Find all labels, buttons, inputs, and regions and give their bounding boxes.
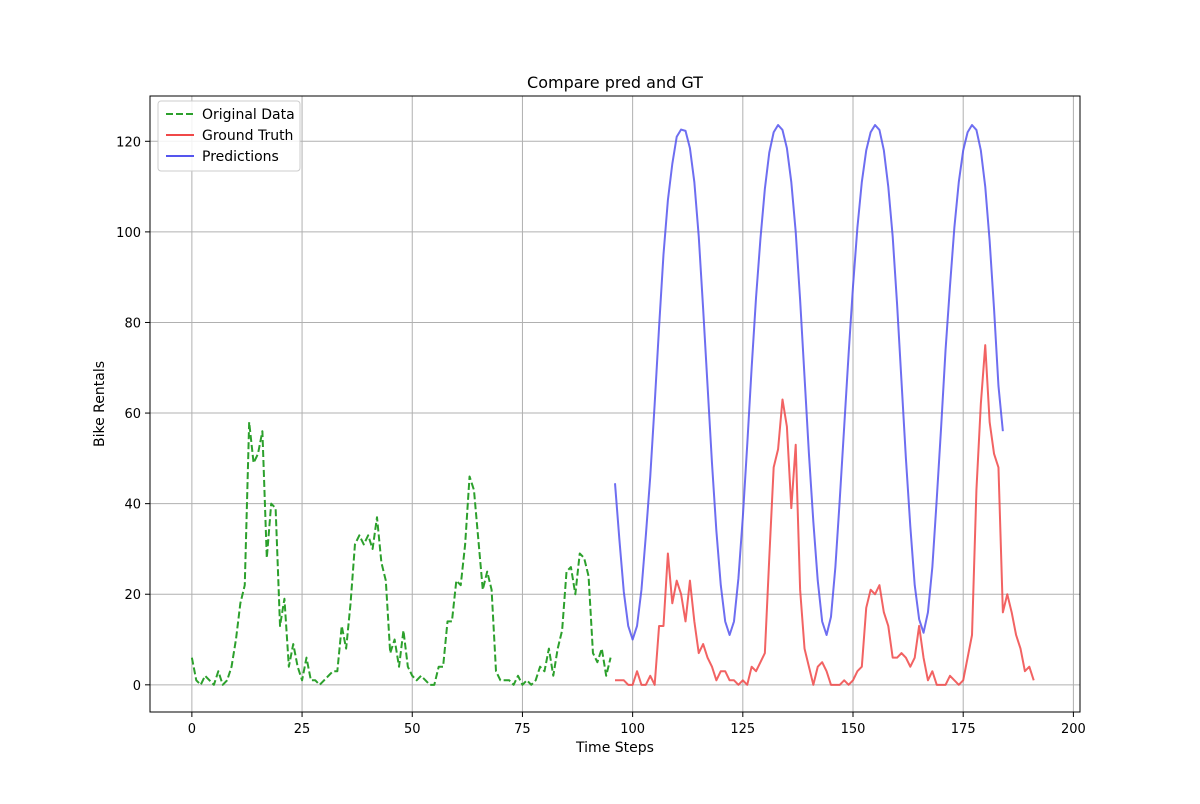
series-line-ground-truth [615,344,1035,686]
axis-ticks: 0 25 50 75 100 125 150 175 200 0 20 40 60 80 100 120 [116,135,1086,737]
x-tick-label: 0 [188,722,196,737]
legend-label: Original Data [202,107,295,123]
x-axis-label: Time Steps [575,740,654,756]
legend-box [157,100,301,172]
legend-label: Ground Truth [202,128,293,144]
grid [150,96,1080,712]
y-tick-label: 20 [124,588,141,603]
series-line-original-data [190,421,612,686]
series-layer [190,123,1035,686]
y-tick-label: 60 [124,407,141,422]
chart-title: Compare pred and GT [527,73,703,92]
x-tick-label: 150 [841,722,866,737]
y-tick-label: 80 [124,316,141,331]
x-tick-label: 50 [404,722,421,737]
series-line-predictions [614,123,1004,641]
y-tick-label: 40 [124,498,141,513]
legend: Original Data Ground Truth Predictions [157,100,301,172]
x-tick-label: 175 [951,722,976,737]
plot-area-frame [149,95,1081,713]
x-tick-label: 25 [294,722,311,737]
x-tick-label: 125 [730,722,755,737]
x-tick-label: 200 [1061,722,1086,737]
y-tick-label: 0 [133,679,141,694]
x-tick-label: 100 [620,722,645,737]
y-axis-label: Bike Rentals [92,361,108,447]
legend-label: Predictions [202,149,279,165]
y-tick-label: 120 [116,135,141,150]
x-tick-label: 75 [514,722,531,737]
y-tick-label: 100 [116,226,141,241]
